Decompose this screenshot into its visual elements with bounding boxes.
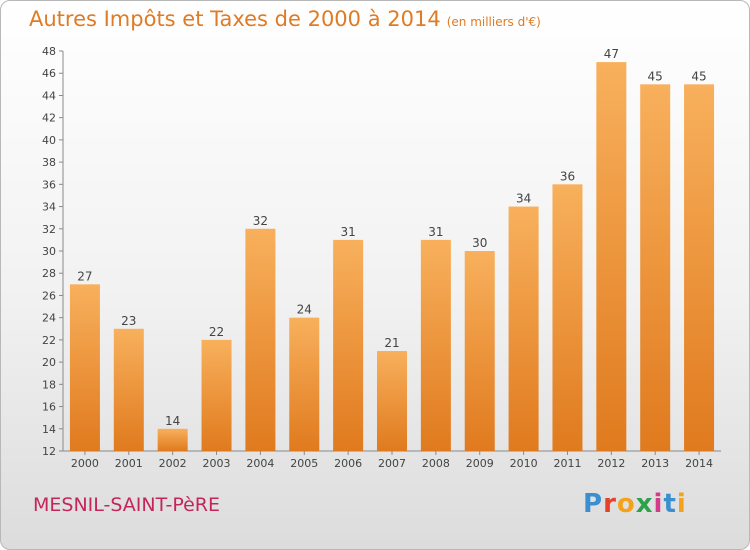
y-tick-label: 46 <box>42 67 56 80</box>
data-label: 45 <box>648 69 663 83</box>
logo-letter: x <box>635 489 654 519</box>
data-label: 31 <box>428 225 443 239</box>
data-label: 23 <box>121 314 136 328</box>
bar <box>333 239 364 451</box>
y-tick-label: 16 <box>42 401 56 414</box>
chart-title: Autres Impôts et Taxes de 2000 à 2014 <box>29 7 441 31</box>
x-tick-label: 2009 <box>466 457 494 470</box>
x-tick-label: 2002 <box>159 457 187 470</box>
data-label: 47 <box>604 47 619 61</box>
data-label: 31 <box>340 225 355 239</box>
y-tick-label: 12 <box>42 445 56 458</box>
x-tick-label: 2012 <box>597 457 625 470</box>
y-tick-label: 40 <box>42 134 56 147</box>
y-tick-label: 18 <box>42 378 56 391</box>
x-tick-label: 2014 <box>685 457 713 470</box>
y-tick-label: 20 <box>42 356 56 369</box>
proxiti-logo: Proxiti <box>583 489 687 519</box>
chart-title-block: Autres Impôts et Taxes de 2000 à 2014 (en… <box>29 7 541 31</box>
bar <box>552 184 583 452</box>
bar <box>201 339 232 451</box>
x-tick-label: 2008 <box>422 457 450 470</box>
data-label: 27 <box>77 269 92 283</box>
data-label: 14 <box>165 414 180 428</box>
commune-name: MESNIL-SAINT-PèRE <box>33 494 221 516</box>
data-label: 21 <box>384 336 399 350</box>
y-tick-label: 32 <box>42 223 56 236</box>
y-tick-label: 38 <box>42 156 56 169</box>
x-tick-label: 2005 <box>290 457 318 470</box>
x-tick-label: 2001 <box>115 457 143 470</box>
y-tick-label: 34 <box>42 201 56 214</box>
logo-letter: t <box>663 489 677 519</box>
data-label: 36 <box>560 169 575 183</box>
y-tick-label: 42 <box>42 112 56 125</box>
data-label: 22 <box>209 325 224 339</box>
logo-letter: i <box>653 489 664 519</box>
logo-letter: r <box>603 489 617 519</box>
bar <box>69 284 100 451</box>
bar <box>508 206 539 451</box>
y-tick-label: 22 <box>42 334 56 347</box>
bar <box>289 317 320 451</box>
x-tick-label: 2007 <box>378 457 406 470</box>
data-label: 34 <box>516 192 531 206</box>
chart-unit: (en milliers d'€) <box>446 15 541 29</box>
bar <box>113 328 144 451</box>
logo-letter: i <box>676 489 687 519</box>
data-label: 30 <box>472 236 487 250</box>
bar <box>420 239 451 451</box>
y-tick-label: 14 <box>42 423 56 436</box>
y-tick-label: 24 <box>42 312 56 325</box>
x-tick-label: 2006 <box>334 457 362 470</box>
y-tick-label: 44 <box>42 89 56 102</box>
y-tick-label: 48 <box>42 45 56 58</box>
x-tick-label: 2004 <box>246 457 274 470</box>
bar <box>377 351 407 451</box>
bar <box>157 428 188 451</box>
bar <box>245 228 276 451</box>
data-label: 24 <box>297 303 312 317</box>
x-tick-label: 2013 <box>641 457 669 470</box>
y-tick-label: 30 <box>42 245 56 258</box>
bar <box>464 251 495 451</box>
logo-letter: o <box>616 489 636 519</box>
x-tick-label: 2010 <box>510 457 538 470</box>
data-label: 45 <box>691 69 706 83</box>
y-tick-label: 28 <box>42 267 56 280</box>
y-tick-label: 26 <box>42 289 56 302</box>
bar <box>684 84 715 451</box>
y-tick-label: 36 <box>42 178 56 191</box>
bar <box>596 62 627 451</box>
x-tick-label: 2011 <box>553 457 581 470</box>
logo-letter: P <box>583 489 604 519</box>
x-tick-label: 2000 <box>71 457 99 470</box>
bar <box>640 84 671 451</box>
x-tick-label: 2003 <box>203 457 231 470</box>
data-label: 32 <box>253 214 268 228</box>
